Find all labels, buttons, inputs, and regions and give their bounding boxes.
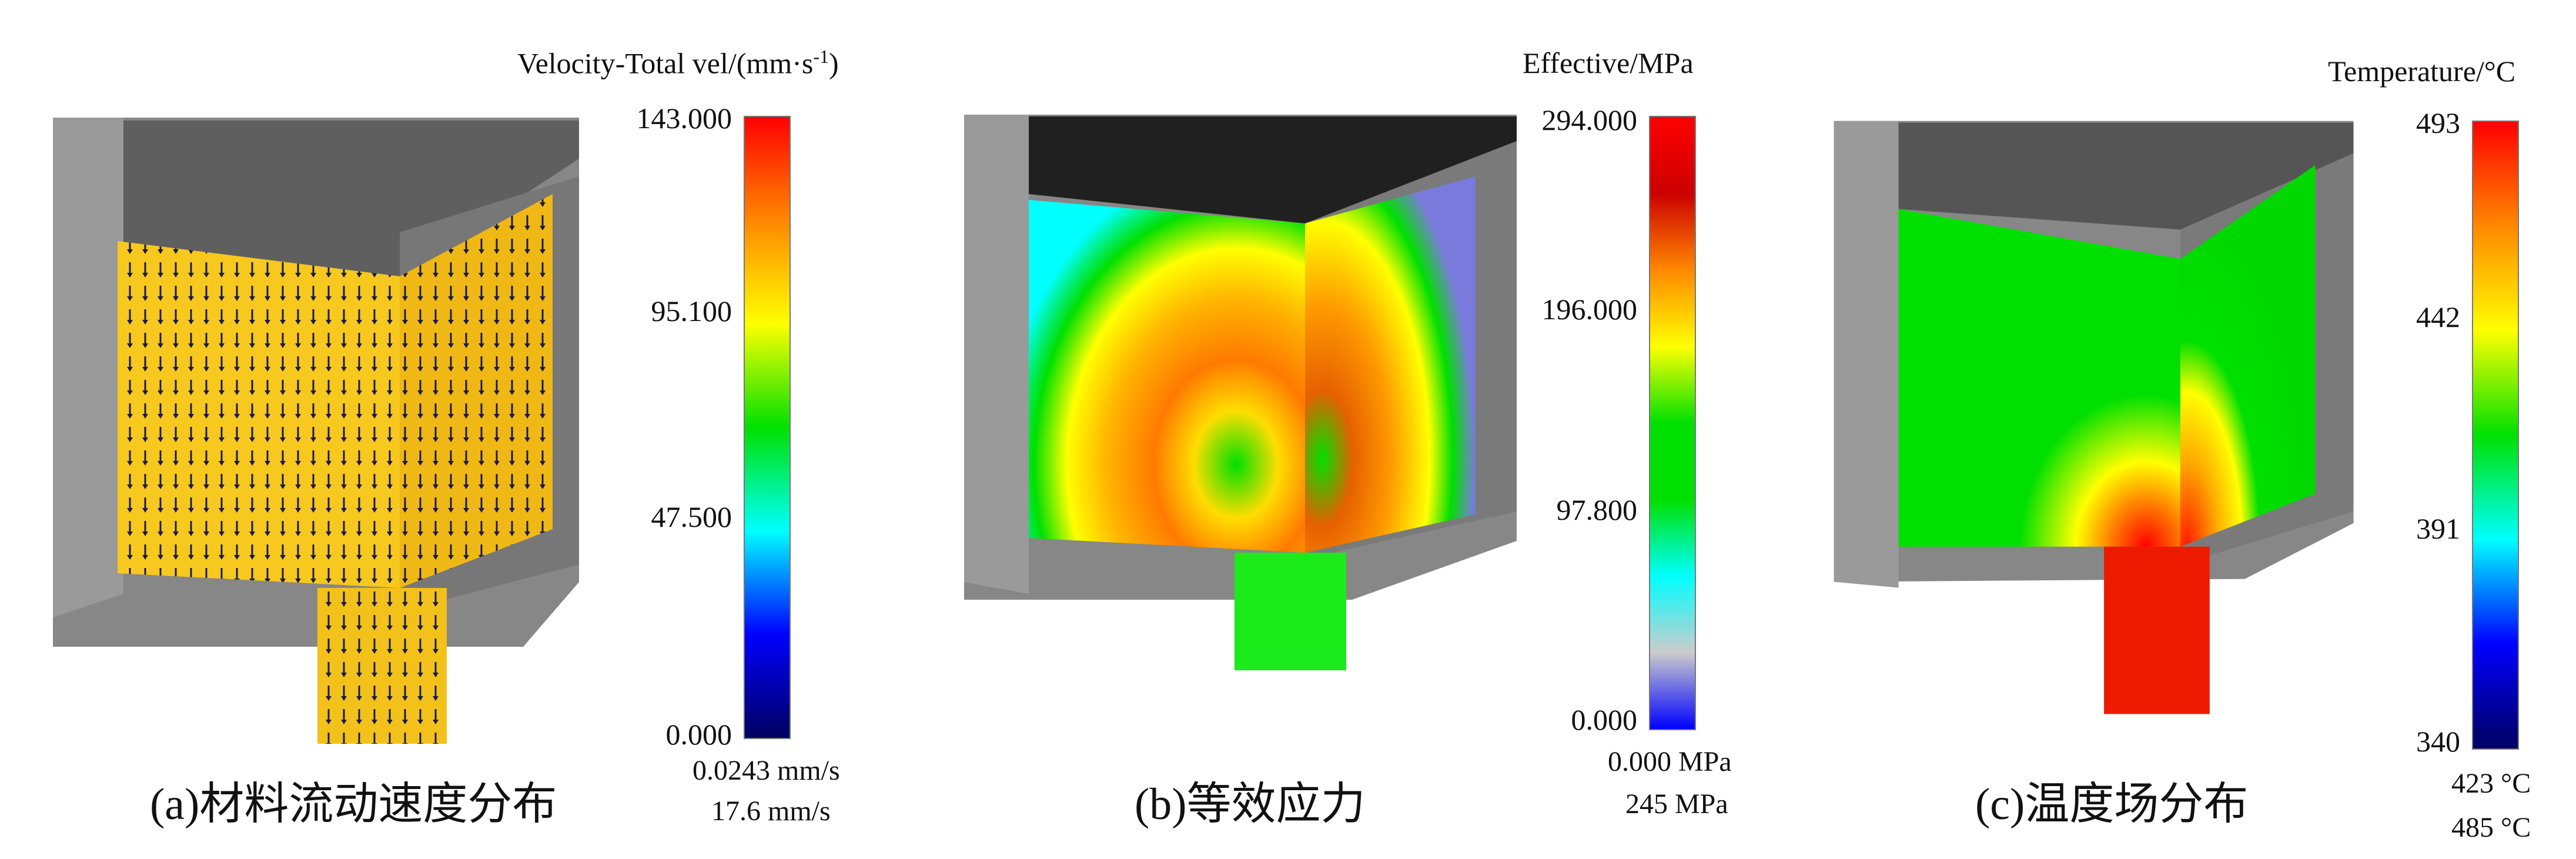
color-scale-bar	[1649, 116, 1696, 730]
tick-label: 97.800	[1556, 493, 1638, 526]
color-scale-bar	[744, 116, 791, 739]
caption: (a)材料流动速度分布	[150, 780, 557, 829]
tick-label: 143.000	[636, 102, 732, 135]
panel-temperature: Temperature/°C 493 442 391 340 423 °C 48…	[1717, 0, 2576, 859]
tick-label: 0.000	[665, 718, 732, 751]
legend-title: Temperature/°C	[2328, 55, 2516, 88]
tick-label: 493	[2416, 106, 2460, 139]
range-max: 17.6 mm/s	[711, 796, 831, 827]
caption: (b)等效应力	[1135, 780, 1366, 829]
velocity-simulation-image	[53, 118, 579, 744]
range-max: 245 MPa	[1625, 788, 1728, 820]
legend-title: Velocity-Total vel/(mm·s-1)	[517, 46, 839, 80]
color-scale-bar	[2472, 121, 2519, 750]
caption: (c)温度场分布	[1975, 780, 2249, 829]
tick-label: 196.000	[1541, 293, 1638, 326]
tick-label: 391	[2416, 512, 2460, 545]
stress-simulation-image	[964, 115, 1517, 670]
tick-label: 47.500	[651, 500, 732, 533]
tick-label: 340	[2416, 725, 2460, 758]
tick-label: 0.000	[1571, 703, 1638, 736]
range-max: 485 °C	[2451, 812, 2531, 843]
panel-velocity: Velocity-Total vel/(mm·s-1) 143.000 95.1…	[0, 0, 858, 859]
tick-label: 95.100	[651, 295, 732, 327]
temperature-simulation-image	[1834, 121, 2354, 714]
tick-label: 294.000	[1541, 103, 1638, 136]
legend-title: Effective/MPa	[1523, 46, 1694, 79]
panel-stress: Effective/MPa 294.000 196.000 97.800 0.0…	[858, 0, 1732, 859]
range-min: 0.000 MPa	[1608, 746, 1732, 777]
range-min: 0.0243 mm/s	[692, 755, 840, 786]
tick-label: 442	[2416, 300, 2460, 333]
range-min: 423 °C	[2451, 768, 2531, 799]
